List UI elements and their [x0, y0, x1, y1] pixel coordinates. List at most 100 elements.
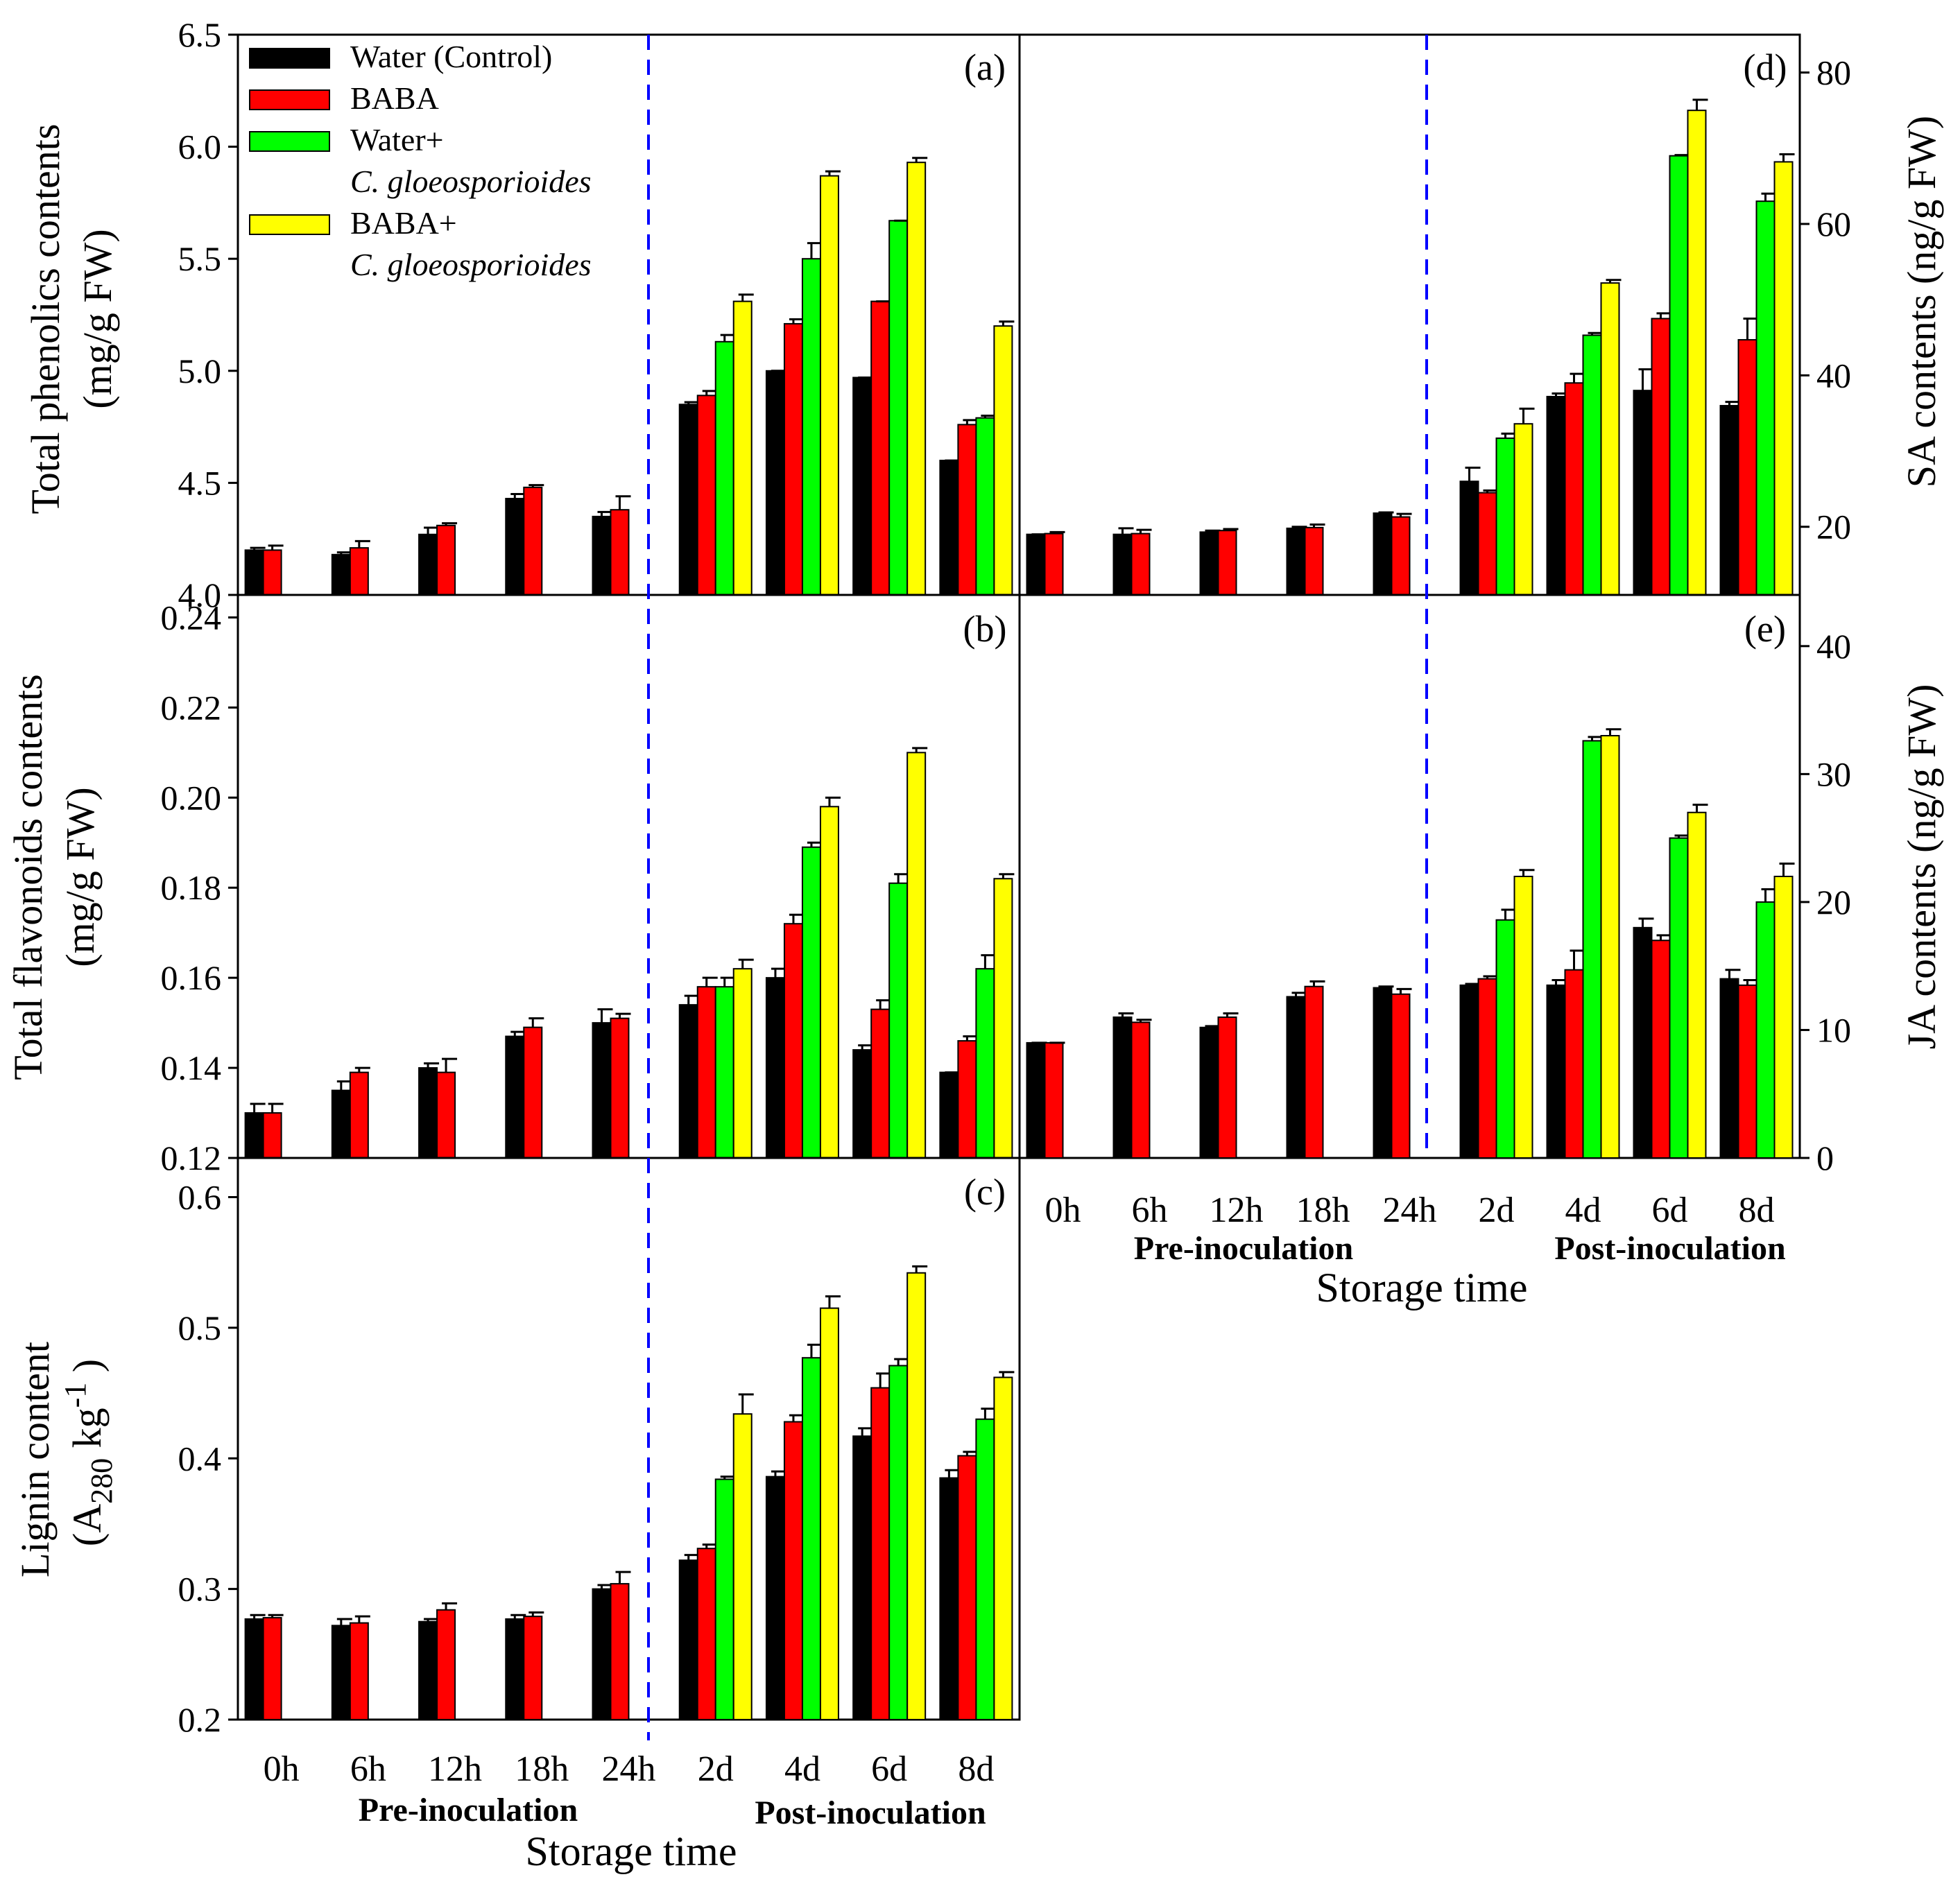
bar-e-water-cg-2d	[1495, 919, 1515, 1159]
bar-d-baba-cg-4d	[1600, 282, 1620, 596]
bar-b-baba-8d	[957, 1040, 977, 1159]
bar-e-water-control-8d	[1719, 978, 1739, 1159]
bar-b-water-control-24h	[592, 1022, 612, 1159]
bar-e-water-cg-4d	[1582, 740, 1602, 1159]
bar-d-water-cg-2d	[1495, 437, 1515, 596]
bar-c-water-control-4d	[765, 1476, 785, 1721]
y-title-c-sub: 280	[85, 1458, 119, 1504]
bar-e-water-cg-6d	[1669, 837, 1689, 1159]
y-tick-label: 0	[1816, 1139, 1834, 1177]
bar-b-baba-6d	[870, 1008, 891, 1159]
bar-b-baba-12h	[436, 1071, 456, 1159]
y-axis-title-c: Lignin content (A280 kg-1 )	[12, 1342, 119, 1577]
bar-b-baba-cg-6d	[906, 752, 927, 1159]
bar-b-water-control-0h	[244, 1112, 264, 1159]
y-tick-label: 6.0	[178, 128, 222, 166]
y-title-a-line1: Total phenolics contents	[23, 124, 68, 514]
bar-c-baba-2d	[696, 1548, 716, 1721]
bar-c-water-control-24h	[592, 1588, 612, 1721]
bar-e-baba-cg-8d	[1773, 876, 1794, 1159]
x-tick-label: 8d	[1739, 1191, 1775, 1230]
x-tick-label: 6h	[350, 1749, 386, 1789]
bar-a-water-cg-2d	[714, 340, 734, 596]
bar-d-water-control-12h	[1199, 531, 1219, 596]
bar-c-water-cg-8d	[975, 1418, 995, 1720]
y-tick-label: 80	[1816, 53, 1851, 92]
bar-d-baba-4d	[1564, 382, 1584, 596]
y-tick-label: 0.2	[178, 1700, 222, 1739]
y-tick-label: 0.24	[161, 598, 222, 637]
bar-c-water-cg-2d	[714, 1478, 734, 1720]
bar-e-water-control-18h	[1286, 996, 1306, 1159]
bar-b-water-control-8d	[939, 1071, 959, 1159]
bar-e-baba-6d	[1651, 940, 1671, 1159]
bar-a-water-control-18h	[505, 498, 525, 596]
y-tick-label: 5.5	[178, 239, 222, 278]
x-tick-label: 2d	[1479, 1191, 1515, 1230]
x-tick-label: 6h	[1132, 1191, 1168, 1230]
legend-swatch-water-cg	[249, 131, 330, 152]
bar-e-water-control-12h	[1199, 1026, 1219, 1159]
bar-d-water-control-4d	[1546, 395, 1566, 596]
y-tick-label: 6.5	[178, 15, 222, 54]
bar-a-water-control-6h	[331, 553, 351, 596]
bar-b-baba-4d	[783, 923, 803, 1159]
x-tick-label: 18h	[1296, 1191, 1350, 1230]
bar-a-baba-12h	[436, 524, 456, 596]
bar-a-water-cg-4d	[801, 258, 821, 596]
bar-b-baba-cg-8d	[993, 878, 1013, 1159]
bar-a-water-control-6d	[852, 377, 872, 596]
bar-c-baba-0h	[262, 1617, 282, 1721]
bar-d-water-cg-4d	[1582, 334, 1602, 596]
bar-d-baba-0h	[1044, 533, 1064, 596]
panel-label-c: (c)	[964, 1171, 1006, 1213]
legend-label-baba-cg: BABA+	[350, 205, 457, 241]
y-tick-label: 40	[1816, 356, 1851, 395]
legend-label-baba: BABA	[350, 80, 439, 116]
y-axis-title-a: Total phenolics contents (mg/g FW)	[23, 124, 120, 514]
x-tick-label: 2d	[698, 1749, 734, 1789]
x-title-right: Storage time	[1316, 1265, 1528, 1310]
x-tick-label: 0h	[264, 1749, 300, 1789]
bar-c-water-control-2d	[678, 1559, 698, 1720]
legend-label-water-control: Water (Control)	[350, 39, 552, 74]
bar-e-baba-2d	[1477, 978, 1497, 1159]
bar-b-baba-cg-2d	[732, 968, 753, 1159]
bar-e-water-control-6d	[1633, 926, 1653, 1159]
bar-b-baba-0h	[262, 1112, 282, 1159]
y-tick-label: 20	[1816, 883, 1851, 922]
y-tick-label: 40	[1816, 627, 1851, 666]
bar-a-baba-4d	[783, 322, 803, 596]
x-tick-label: 0h	[1045, 1191, 1081, 1230]
bar-b-baba-2d	[696, 986, 716, 1159]
bar-b-baba-6h	[349, 1071, 369, 1159]
pre-inoculation-label-left: Pre-inoculation	[359, 1792, 578, 1828]
y-title-c-end: )	[65, 1359, 110, 1383]
bar-b-water-control-12h	[418, 1067, 438, 1159]
bar-e-water-cg-8d	[1755, 901, 1776, 1159]
y-title-e: JA contents (ng/g FW)	[1899, 684, 1944, 1050]
bar-e-baba-4d	[1564, 969, 1584, 1159]
bar-e-water-control-24h	[1373, 987, 1393, 1159]
bar-a-baba-cg-2d	[732, 300, 753, 596]
bar-e-baba-12h	[1217, 1016, 1237, 1159]
bar-e-baba-8d	[1737, 984, 1757, 1159]
bar-e-baba-cg-2d	[1513, 876, 1533, 1159]
bar-c-baba-24h	[610, 1583, 630, 1720]
y-title-b-line1: Total flavonoids contents	[6, 674, 51, 1080]
legend-swatch-baba	[249, 89, 330, 110]
bar-c-baba-8d	[957, 1455, 977, 1720]
y-tick-label: 5.0	[178, 352, 222, 390]
bar-d-water-cg-8d	[1755, 200, 1776, 596]
bar-d-baba-cg-6d	[1687, 110, 1707, 596]
bar-a-baba-0h	[262, 549, 282, 596]
bar-b-water-control-6h	[331, 1089, 351, 1159]
bar-a-baba-24h	[610, 509, 630, 596]
y-tick-label: 0.3	[178, 1570, 222, 1609]
bar-d-water-control-2d	[1459, 481, 1479, 596]
bar-c-water-cg-6d	[888, 1365, 909, 1720]
panel-label-a: (a)	[964, 46, 1006, 88]
bar-d-baba-cg-8d	[1773, 161, 1794, 596]
bar-d-baba-2d	[1477, 492, 1497, 596]
post-inoculation-label-left: Post-inoculation	[755, 1794, 986, 1831]
